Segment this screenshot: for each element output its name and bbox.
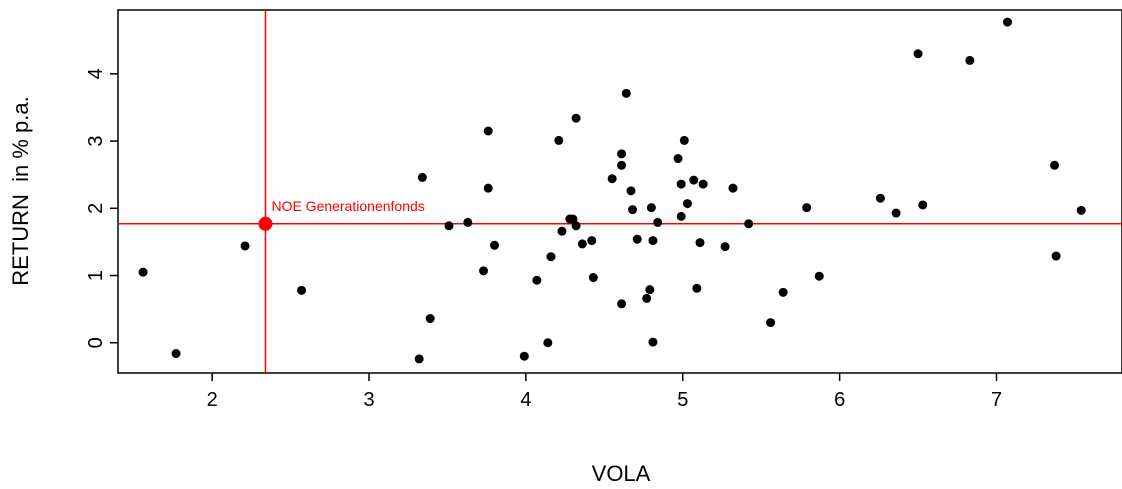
data-point: [875, 193, 885, 203]
data-point: [240, 241, 250, 251]
y-tick-label: 2: [85, 203, 107, 214]
data-point: [297, 285, 307, 295]
data-point: [689, 175, 699, 185]
data-point: [891, 208, 901, 218]
data-point: [676, 211, 686, 221]
data-point: [744, 219, 754, 229]
data-point: [607, 174, 617, 184]
data-point: [814, 271, 824, 281]
data-point: [682, 199, 692, 209]
data-point: [628, 205, 638, 215]
data-point: [918, 200, 928, 210]
data-point: [642, 293, 652, 303]
data-point: [171, 349, 181, 359]
y-axis-label: RETURN in % p.a.: [8, 96, 33, 286]
data-point: [577, 239, 587, 249]
data-point: [414, 354, 424, 364]
y-tick-label: 0: [85, 337, 107, 348]
data-point: [519, 351, 529, 361]
x-tick-label: 5: [677, 389, 688, 411]
x-tick-label: 6: [834, 389, 845, 411]
data-point: [1050, 160, 1060, 170]
data-point: [653, 217, 663, 227]
data-point: [679, 135, 689, 145]
data-point: [621, 88, 631, 98]
data-point: [546, 252, 556, 262]
data-point: [463, 217, 473, 227]
x-tick-label: 2: [207, 389, 218, 411]
data-point: [695, 238, 705, 248]
data-point: [720, 242, 730, 252]
highlight-group: NOE Generationenfonds: [258, 198, 425, 231]
data-point: [648, 337, 658, 347]
data-point: [557, 226, 567, 236]
x-tick-label: 3: [363, 389, 374, 411]
y-axis: 0 1 2 3 4: [85, 68, 118, 348]
data-point: [587, 236, 597, 246]
data-point: [444, 221, 454, 231]
data-point: [417, 172, 427, 182]
data-point: [479, 266, 489, 276]
x-tick-label: 4: [520, 389, 531, 411]
highlight-label: NOE Generationenfonds: [271, 198, 424, 214]
x-axis: 2 3 4 5 6 7: [207, 373, 1002, 411]
data-point: [646, 203, 656, 213]
data-point: [692, 283, 702, 293]
data-point: [617, 160, 627, 170]
data-point: [728, 183, 738, 193]
y-tick-label: 1: [85, 270, 107, 281]
data-point: [1076, 205, 1086, 215]
data-point: [965, 55, 975, 65]
reference-lines: [118, 10, 1122, 373]
data-point: [617, 149, 627, 159]
y-tick-label: 3: [85, 136, 107, 147]
data-point: [571, 221, 581, 231]
data-point: [648, 236, 658, 246]
data-point: [626, 186, 636, 196]
data-point: [698, 179, 708, 189]
data-point: [676, 179, 686, 189]
data-point: [568, 214, 578, 224]
data-point: [1002, 17, 1012, 27]
data-point: [673, 154, 683, 164]
x-axis-label: VOLA: [592, 461, 651, 484]
data-point: [617, 299, 627, 309]
data-point: [138, 267, 148, 277]
x-tick-label: 7: [991, 389, 1002, 411]
highlight-point: [258, 216, 273, 231]
plot-frame: [117, 9, 1122, 374]
data-point: [543, 338, 553, 348]
data-point: [766, 318, 776, 328]
data-point: [778, 287, 788, 297]
data-point: [645, 285, 655, 295]
data-point: [554, 135, 564, 145]
data-point: [425, 314, 435, 324]
data-point: [483, 126, 493, 136]
data-point: [588, 273, 598, 283]
data-point: [913, 49, 923, 59]
data-point: [571, 113, 581, 123]
data-point: [483, 183, 493, 193]
data-point: [802, 203, 812, 213]
data-point: [490, 240, 499, 250]
data-point: [532, 275, 542, 285]
data-points: [138, 17, 1086, 364]
y-tick-label: 4: [85, 68, 107, 79]
data-point: [632, 234, 642, 244]
data-point: [1051, 251, 1061, 261]
